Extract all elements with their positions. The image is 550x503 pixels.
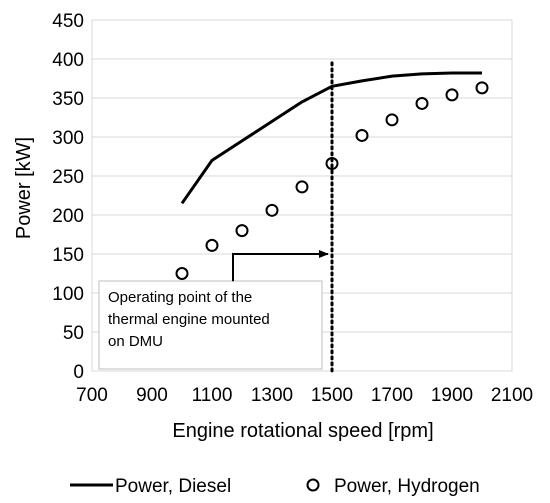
y-tick-label: 450 [52, 11, 84, 32]
x-tick-label: 700 [76, 385, 108, 406]
annotation-box [98, 280, 323, 370]
x-tick-label: 1500 [311, 385, 353, 406]
y-tick-label: 200 [52, 206, 84, 227]
data-point-hydrogen [475, 81, 489, 95]
annotation-line-3: on DMU [108, 333, 163, 350]
y-tick-label: 300 [52, 128, 84, 149]
data-point-hydrogen [415, 96, 429, 110]
legend-hydrogen-label: Power, Hydrogen [334, 476, 480, 497]
data-point-hydrogen [205, 238, 219, 252]
legend: Power, Diesel Power, Hydrogen [70, 476, 480, 497]
legend-diesel-label: Power, Diesel [115, 476, 231, 497]
x-tick-label: 900 [136, 385, 168, 406]
x-tick-label: 2100 [491, 385, 533, 406]
x-axis-ticks: 700 900 1100 1300 1500 1700 1900 2100 [76, 385, 533, 406]
y-tick-label: 400 [52, 50, 84, 71]
y-tick-label: 350 [52, 89, 84, 110]
x-tick-label: 1100 [192, 385, 233, 406]
y-tick-label: 0 [73, 362, 84, 383]
annotation-arrow [232, 250, 329, 282]
y-tick-label: 250 [52, 167, 84, 188]
annotation-line-2: thermal engine mounted [108, 311, 270, 328]
data-point-hydrogen [265, 203, 279, 217]
x-tick-label: 1700 [371, 385, 413, 406]
data-point-hydrogen [355, 128, 369, 142]
x-tick-label: 1900 [431, 385, 473, 406]
x-axis-title: Engine rotational speed [rpm] [172, 420, 433, 442]
data-point-hydrogen [385, 113, 399, 127]
data-point-hydrogen [295, 180, 309, 194]
annotation-line-1: Operating point of the [108, 289, 252, 306]
data-point-hydrogen [445, 88, 459, 102]
y-axis-title: Power [kW] [13, 137, 35, 239]
y-tick-label: 50 [63, 323, 84, 344]
legend-hydrogen-swatch [306, 478, 320, 492]
data-point-hydrogen [175, 267, 189, 280]
y-tick-label: 150 [52, 245, 84, 266]
x-tick-label: 1300 [251, 385, 293, 406]
plot-area [91, 19, 513, 372]
annotation: Operating point of the thermal engine mo… [98, 250, 329, 370]
data-point-hydrogen [235, 224, 249, 238]
y-axis-ticks: 0 50 100 150 200 250 300 350 400 450 [52, 11, 84, 383]
y-tick-label: 100 [52, 284, 84, 305]
